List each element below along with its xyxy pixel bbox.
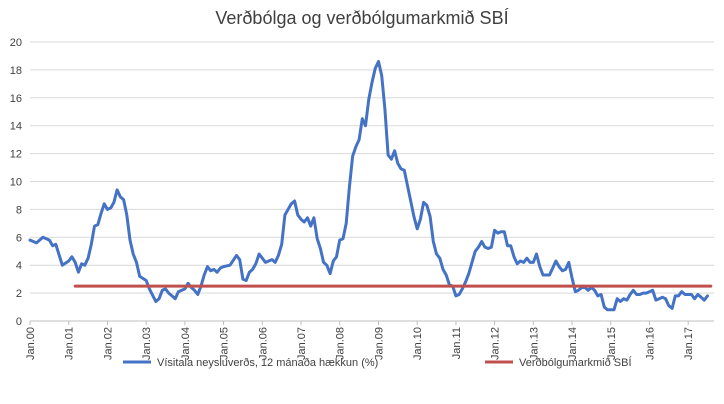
x-tick-label: Jan.16 bbox=[644, 327, 656, 360]
x-tick-label: Jan.00 bbox=[25, 327, 37, 360]
y-tick-label: 0 bbox=[16, 316, 22, 328]
x-tick-label: Jan.05 bbox=[219, 327, 231, 360]
y-tick-label: 16 bbox=[10, 93, 22, 105]
y-tick-label: 2 bbox=[16, 288, 22, 300]
x-tick-label: Jan.11 bbox=[451, 327, 463, 359]
legend-label-cpi: Vísitala neysluverðs, 12 mánaða hækkun (… bbox=[157, 357, 378, 369]
legend-label-target: Verðbólgumarkmið SBÍ bbox=[519, 356, 632, 369]
x-tick-label: Jan.12 bbox=[490, 327, 502, 360]
series-line-cpi bbox=[28, 60, 709, 312]
y-tick-label: 18 bbox=[10, 65, 22, 77]
x-tick-label: Jan.17 bbox=[683, 327, 695, 360]
y-tick-label: 14 bbox=[10, 121, 22, 133]
x-tick-label: Jan.09 bbox=[373, 327, 385, 360]
x-tick-label: Jan.06 bbox=[257, 327, 269, 360]
x-tick-label: Jan.10 bbox=[412, 327, 424, 360]
y-tick-label: 4 bbox=[16, 260, 22, 272]
x-tick-label: Jan.13 bbox=[528, 327, 540, 360]
series-lines bbox=[28, 60, 713, 312]
y-tick-label: 20 bbox=[10, 37, 22, 49]
x-tick-label: Jan.14 bbox=[567, 327, 579, 360]
x-tick-label: Jan.04 bbox=[180, 327, 192, 360]
y-tick-label: 6 bbox=[16, 232, 22, 244]
y-tick-label: 12 bbox=[10, 149, 22, 161]
y-tick-label: 8 bbox=[16, 204, 22, 216]
y-tick-label: 10 bbox=[10, 177, 22, 189]
x-tick-label: Jan.03 bbox=[141, 327, 153, 360]
legend: Vísitala neysluverðs, 12 mánaða hækkun (… bbox=[123, 356, 632, 369]
x-tick-label: Jan.02 bbox=[102, 327, 114, 360]
gridlines bbox=[30, 41, 714, 294]
axes: 0 2 4 6 8 10 12 14 16 18 20 Jan.00 Jan.01 Jan.02 Jan.0… bbox=[10, 37, 714, 360]
chart-title: Verðbólga og verðbólgumarkmið SBÍ bbox=[215, 8, 508, 28]
x-tick-label: Jan.01 bbox=[64, 327, 76, 360]
x-tick-label: Jan.08 bbox=[335, 327, 347, 360]
x-tick-label: Jan.15 bbox=[606, 327, 618, 360]
x-tick-label: Jan.07 bbox=[296, 327, 308, 360]
